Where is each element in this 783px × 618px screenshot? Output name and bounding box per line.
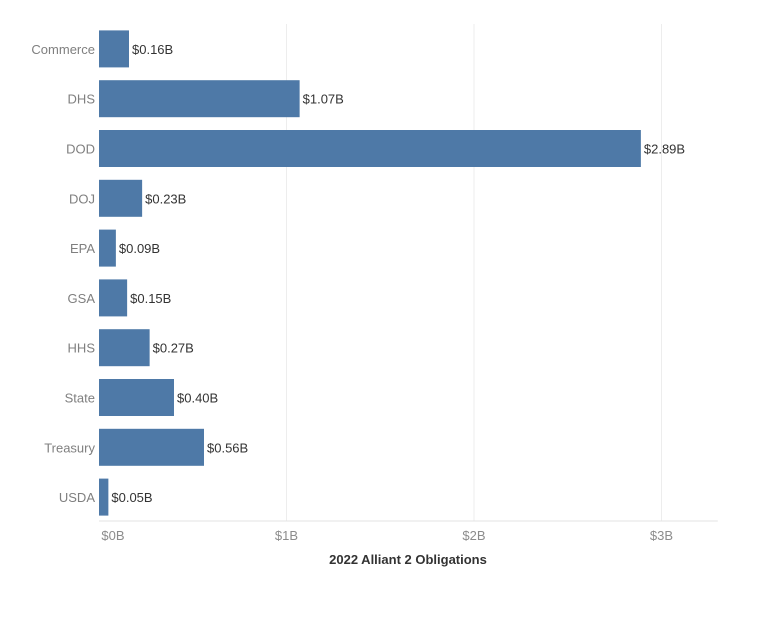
bar-doj [99, 179, 143, 217]
x-axis-title: 2022 Alliant 2 Obligations [329, 552, 487, 567]
value-label: $0.05B [111, 490, 152, 505]
bar-gsa [99, 279, 128, 317]
value-label: $0.27B [153, 341, 194, 356]
bar-treasury [99, 428, 204, 466]
value-label: $1.07B [303, 92, 344, 107]
category-label: DOJ [69, 191, 95, 206]
bars-layer [99, 30, 641, 516]
category-label: HHS [68, 341, 96, 356]
value-label: $0.15B [130, 291, 171, 306]
value-label: $0.23B [145, 191, 186, 206]
x-tick-label: $0B [101, 528, 124, 543]
bar-epa [99, 229, 116, 267]
value-label: $0.16B [132, 42, 173, 57]
category-label: Commerce [31, 42, 95, 57]
x-tick-label: $2B [462, 528, 485, 543]
bar-dhs [99, 80, 300, 118]
value-label: $0.09B [119, 241, 160, 256]
bar-commerce [99, 30, 129, 68]
category-label: DOD [66, 142, 95, 157]
category-label: State [65, 391, 95, 406]
labels-layer: $0B $1B $2B $3B Commerce $0.16B DHS $1.07B DOD $2… [31, 42, 685, 543]
value-label: $0.56B [207, 440, 248, 455]
category-label: EPA [70, 241, 95, 256]
bar-dod [99, 130, 641, 167]
value-label: $2.89B [644, 142, 685, 157]
grid-layer [99, 24, 718, 522]
category-label: GSA [68, 291, 96, 306]
category-label: DHS [68, 92, 96, 107]
bar-usda [99, 478, 109, 516]
category-label: USDA [59, 490, 95, 505]
x-tick-label: $1B [275, 528, 298, 543]
value-label: $0.40B [177, 391, 218, 406]
category-label: Treasury [44, 440, 95, 455]
bar-state [99, 379, 174, 416]
x-tick-label: $3B [650, 528, 673, 543]
bar-hhs [99, 329, 150, 367]
